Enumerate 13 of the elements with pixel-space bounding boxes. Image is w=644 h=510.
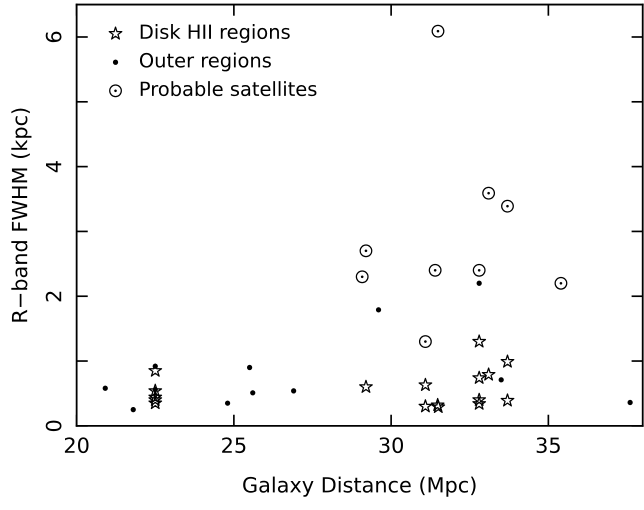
y-tick-label: 2 (46, 292, 62, 302)
y-tick-label: 0 (46, 420, 62, 432)
x-tick-label: 25 (222, 437, 246, 454)
x-tick-label: 30 (379, 437, 403, 454)
x-axis-title: Galaxy Distance (Mpc) (243, 476, 476, 497)
legend-label: Outer regions (140, 52, 271, 72)
legend-label: Disk HII regions (140, 24, 290, 43)
x-tick-label: 20 (64, 437, 89, 454)
y-tick-label: 4 (46, 161, 62, 172)
y-tick-label: 6 (46, 32, 62, 42)
x-tick-label: 35 (536, 437, 560, 454)
legend-label: Probable satellites (140, 81, 316, 96)
y-axis-title: R−band FWHM (kpc) (11, 108, 32, 322)
